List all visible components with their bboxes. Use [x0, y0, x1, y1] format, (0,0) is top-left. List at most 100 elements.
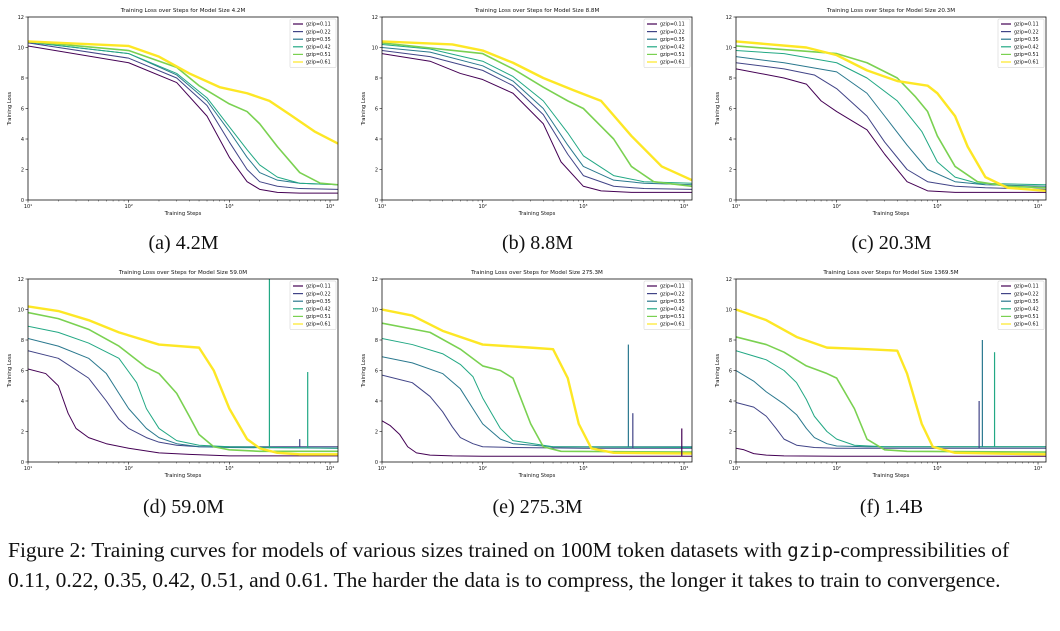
- legend-label: gzip=0.11: [660, 22, 685, 28]
- y-tick-label: 4: [729, 137, 732, 143]
- x-tick-label: 10¹: [732, 204, 740, 210]
- y-axis-label: Training Loss: [361, 353, 367, 388]
- series-line-gzip-0.51: [736, 336, 1046, 453]
- series-line-gzip-0.42: [28, 41, 338, 186]
- y-axis-label: Training Loss: [361, 91, 367, 126]
- legend-label: gzip=0.35: [1014, 37, 1039, 43]
- legend-label: gzip=0.51: [1014, 314, 1039, 320]
- y-tick-label: 6: [729, 368, 732, 374]
- x-tick-label: 10⁴: [326, 204, 334, 210]
- legend-label: gzip=0.11: [306, 284, 331, 290]
- series-group: [736, 308, 1046, 457]
- series-line-gzip-0.22: [736, 62, 1046, 190]
- y-tick-label: 10: [18, 45, 24, 51]
- x-axis-label: Training Steps: [164, 211, 202, 217]
- x-tick-label: 10³: [579, 204, 587, 210]
- series-line-gzip-0.35: [736, 56, 1046, 187]
- series-line-gzip-0.35: [28, 41, 338, 186]
- y-tick-label: 10: [726, 307, 732, 313]
- x-axis-label: Training Steps: [518, 473, 556, 479]
- y-tick-label: 0: [375, 198, 378, 204]
- legend-label: gzip=0.51: [660, 314, 685, 320]
- y-axis-label: Training Loss: [715, 353, 721, 388]
- legend-label: gzip=0.61: [660, 60, 685, 66]
- legend-label: gzip=0.61: [1014, 322, 1039, 328]
- series-line-gzip-0.11: [28, 368, 338, 457]
- chart-d: Training Loss over Steps for Model Size …: [7, 270, 339, 479]
- legend-label: gzip=0.22: [306, 291, 331, 297]
- y-tick-label: 0: [21, 198, 24, 204]
- series-line-gzip-0.22: [382, 374, 692, 449]
- legend-label: gzip=0.22: [306, 29, 331, 35]
- y-tick-label: 0: [729, 198, 732, 204]
- y-tick-label: 2: [21, 167, 24, 173]
- series-line-gzip-0.22: [28, 350, 338, 448]
- y-tick-label: 4: [21, 399, 24, 405]
- x-axis-label: Training Steps: [518, 211, 556, 217]
- chart-panel-d: Training Loss over Steps for Model Size …: [0, 262, 353, 524]
- y-tick-label: 8: [375, 76, 378, 82]
- series-line-gzip-0.61: [382, 308, 692, 455]
- figure-caption: Figure 2: Training curves for models of …: [8, 536, 1056, 595]
- series-group: [382, 308, 692, 457]
- y-tick-label: 2: [729, 167, 732, 173]
- x-axis-label: Training Steps: [872, 211, 910, 217]
- series-line-gzip-0.11: [28, 45, 338, 194]
- chart-title: Training Loss over Steps for Model Size …: [470, 270, 603, 276]
- series-line-gzip-0.42: [382, 43, 692, 184]
- y-tick-label: 2: [375, 429, 378, 435]
- chart-panel-c: Training Loss over Steps for Model Size …: [708, 0, 1060, 265]
- y-tick-label: 0: [729, 460, 732, 466]
- legend-label: gzip=0.35: [1014, 299, 1039, 305]
- y-tick-label: 12: [372, 277, 378, 283]
- legend-label: gzip=0.11: [306, 22, 331, 28]
- series-line-gzip-0.61: [28, 305, 338, 456]
- legend-label: gzip=0.61: [306, 322, 331, 328]
- series-group: [736, 40, 1046, 193]
- y-tick-label: 10: [726, 45, 732, 51]
- y-tick-label: 0: [21, 460, 24, 466]
- series-line-gzip-0.22: [28, 42, 338, 190]
- series-line-gzip-0.35: [28, 337, 338, 449]
- legend-label: gzip=0.51: [306, 314, 331, 320]
- x-tick-label: 10¹: [378, 204, 386, 210]
- legend-label: gzip=0.42: [660, 45, 685, 51]
- series-line-gzip-0.61: [382, 40, 692, 182]
- y-tick-label: 6: [375, 106, 378, 112]
- legend-label: gzip=0.22: [1014, 29, 1039, 35]
- y-tick-label: 8: [375, 338, 378, 344]
- chart-panel-f: Training Loss over Steps for Model Size …: [708, 262, 1060, 524]
- y-tick-label: 8: [729, 338, 732, 344]
- chart-sublabel: (d) 59.0M: [142, 496, 225, 518]
- y-tick-label: 4: [375, 399, 378, 405]
- legend-label: gzip=0.42: [1014, 45, 1039, 51]
- chart-title: Training Loss over Steps for Model Size …: [120, 8, 246, 14]
- series-line-gzip-0.11: [736, 447, 1046, 457]
- y-tick-label: 8: [729, 76, 732, 82]
- series-line-gzip-0.22: [736, 402, 1046, 449]
- x-tick-label: 10³: [579, 466, 587, 472]
- series-line-gzip-0.51: [28, 40, 338, 186]
- y-tick-label: 10: [372, 307, 378, 313]
- legend-label: gzip=0.61: [306, 60, 331, 66]
- y-axis-label: Training Loss: [7, 91, 13, 126]
- series-line-gzip-0.11: [382, 420, 692, 457]
- y-tick-label: 6: [375, 368, 378, 374]
- chart-panel-b: Training Loss over Steps for Model Size …: [354, 0, 707, 265]
- y-axis-label: Training Loss: [7, 353, 13, 388]
- series-line-gzip-0.11: [382, 53, 692, 193]
- x-tick-label: 10¹: [24, 466, 32, 472]
- y-tick-label: 6: [21, 106, 24, 112]
- series-line-gzip-0.35: [736, 370, 1046, 448]
- chart-sublabel: (e) 275.3M: [492, 496, 583, 518]
- x-tick-label: 10³: [933, 204, 941, 210]
- series-line-gzip-0.42: [28, 325, 338, 449]
- x-tick-label: 10²: [832, 204, 840, 210]
- series-line-gzip-0.61: [736, 308, 1046, 456]
- y-tick-label: 4: [21, 137, 24, 143]
- chart-title: Training Loss over Steps for Model Size …: [474, 8, 600, 14]
- series-line-gzip-0.61: [28, 40, 338, 145]
- chart-f: Training Loss over Steps for Model Size …: [715, 270, 1047, 479]
- y-tick-label: 12: [18, 277, 24, 283]
- series-line-gzip-0.42: [736, 50, 1046, 186]
